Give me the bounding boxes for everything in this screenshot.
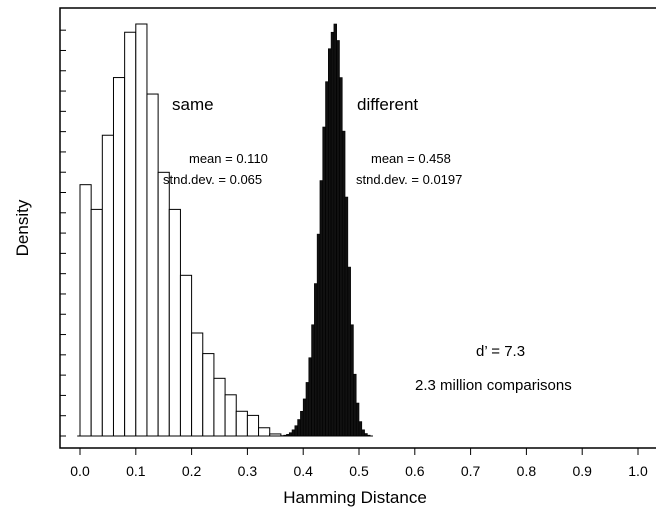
comparisons-text: 2.3 million comparisons <box>415 377 572 394</box>
same-bar <box>79 184 92 437</box>
same-bar <box>179 274 193 437</box>
series-same-bars <box>79 23 282 437</box>
same-bar <box>157 171 170 437</box>
different-bar <box>305 382 310 437</box>
different-bar <box>311 324 315 437</box>
x-tick-label: 0.3 <box>238 463 258 479</box>
x-axis-ticks: 0.0 0.1 0.2 0.3 0.4 0.5 0.6 0.7 0.8 0.9 1.0 <box>70 448 648 479</box>
different-bar <box>358 421 363 437</box>
different-bar <box>297 419 301 437</box>
different-bar <box>316 233 321 437</box>
different-bar <box>314 283 318 437</box>
same-bar <box>112 77 126 437</box>
x-tick-label: 0.7 <box>461 463 481 479</box>
different-bar <box>344 196 349 437</box>
different-bar <box>325 81 329 437</box>
y-axis-label: Density <box>13 199 32 256</box>
different-bar <box>328 48 332 437</box>
same-bar <box>191 332 204 437</box>
same-bar <box>101 134 114 437</box>
x-tick-label: 0.4 <box>293 463 313 479</box>
same-bar <box>258 427 271 437</box>
different-bar <box>336 40 340 437</box>
different-bar <box>347 266 351 437</box>
same-bar <box>224 394 237 437</box>
diff-sd-text: stnd.dev. = 0.0197 <box>356 172 462 187</box>
same-bar <box>235 410 248 437</box>
different-bar <box>333 23 337 437</box>
plot-frame <box>59 7 656 449</box>
different-bar <box>330 31 335 437</box>
x-tick-label: 0.9 <box>572 463 592 479</box>
different-bar <box>300 410 304 437</box>
different-label: different <box>357 95 418 114</box>
different-bar <box>319 180 324 437</box>
same-bar <box>202 353 215 437</box>
x-tick-label: 0.0 <box>70 463 90 479</box>
different-bar <box>308 357 312 437</box>
same-label: same <box>172 95 214 114</box>
same-bar <box>213 377 226 437</box>
same-bar <box>135 23 148 437</box>
different-bar <box>302 398 307 437</box>
different-bar <box>353 373 357 437</box>
x-tick-label: 0.2 <box>182 463 202 479</box>
different-bar <box>339 77 343 437</box>
y-axis-ticks <box>60 29 66 437</box>
same-bar <box>168 208 181 437</box>
same-bar <box>146 93 159 437</box>
different-bar <box>322 126 326 437</box>
series-different-bars <box>280 23 371 437</box>
x-tick-label: 0.6 <box>405 463 425 479</box>
same-mean-text: mean = 0.110 <box>189 151 268 166</box>
different-bar <box>341 130 346 437</box>
x-axis-label: Hamming Distance <box>283 488 427 507</box>
x-tick-label: 0.8 <box>517 463 537 479</box>
x-tick-label: 0.1 <box>126 463 146 479</box>
different-bar <box>361 429 365 437</box>
x-tick-label: 0.5 <box>349 463 369 479</box>
x-tick-label: 1.0 <box>628 463 648 479</box>
diff-mean-text: mean = 0.458 <box>371 151 451 166</box>
dprime-text: d’ = 7.3 <box>476 343 525 360</box>
different-bar <box>350 324 354 437</box>
same-bar <box>90 208 103 437</box>
same-bar <box>246 414 260 437</box>
different-bar <box>291 429 296 437</box>
different-bar <box>294 425 298 437</box>
same-bar <box>124 31 137 437</box>
same-sd-text: stnd.dev. = 0.065 <box>163 172 262 187</box>
different-bar <box>355 402 360 437</box>
